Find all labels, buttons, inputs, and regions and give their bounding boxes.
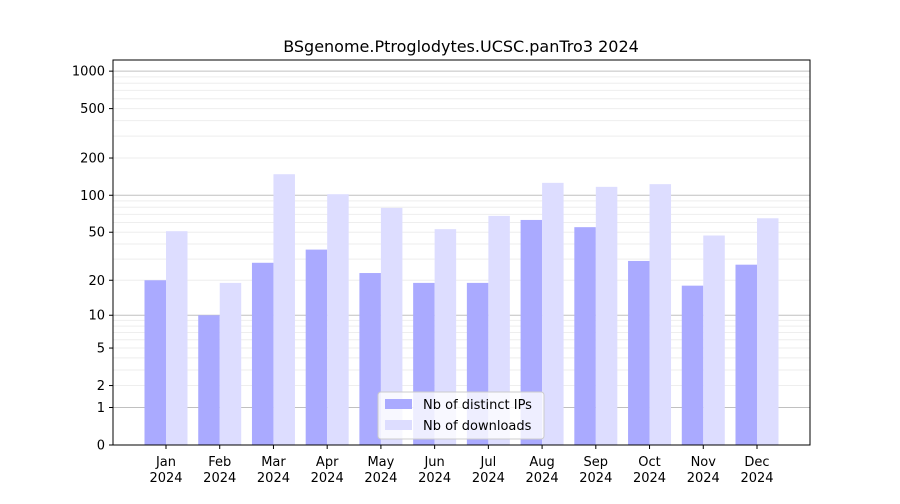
bar-downloads	[380, 207, 403, 445]
y-tick-label: 50	[88, 226, 105, 241]
x-tick-label: Mar	[261, 455, 286, 470]
y-tick-label: 1	[97, 401, 105, 416]
legend: Nb of distinct IPs Nb of downloads	[377, 391, 545, 440]
bar-distinct-ips	[359, 273, 381, 445]
x-tick-label-year: 2024	[257, 471, 290, 486]
bar-distinct-ips	[251, 262, 274, 445]
bar-downloads	[703, 235, 725, 445]
x-tick-label: Oct	[638, 455, 660, 470]
x-tick-label: Sep	[584, 455, 609, 470]
bar-distinct-ips	[520, 219, 543, 445]
bar-downloads	[488, 215, 510, 445]
y-tick-label: 10	[88, 309, 105, 324]
x-tick-label: Nov	[691, 455, 717, 470]
bar-downloads	[595, 186, 618, 445]
x-tick-label: May	[367, 455, 394, 470]
legend-box	[377, 391, 545, 440]
x-tick-label: Feb	[208, 455, 231, 470]
bar-downloads	[757, 218, 779, 445]
y-tick-label: 1000	[72, 65, 105, 80]
bar-distinct-ips	[305, 249, 328, 445]
x-tick-label-year: 2024	[633, 471, 666, 486]
bar-distinct-ips	[144, 280, 166, 445]
x-tick-label-year: 2024	[526, 471, 559, 486]
y-tick-label: 100	[80, 189, 105, 204]
bar-distinct-ips	[574, 227, 596, 445]
chart-title: BSgenome.Ptroglodytes.UCSC.panTro3 2024	[283, 37, 639, 56]
y-tick-label: 20	[88, 274, 105, 289]
x-tick-label: Dec	[744, 455, 769, 470]
bar-downloads	[649, 184, 672, 445]
x-tick-label-year: 2024	[364, 471, 397, 486]
y-tick-label: 200	[80, 152, 105, 167]
x-tick-label-year: 2024	[472, 471, 505, 486]
bar-downloads	[434, 229, 457, 445]
legend-label-downloads: Nb of downloads	[423, 419, 532, 434]
x-tick-label: Aug	[529, 455, 554, 470]
y-axis: 0 1 2 5 10 20 50 100 200 500 1000	[72, 65, 113, 454]
y-tick-label: 0	[97, 439, 105, 454]
legend-swatch-ips	[385, 399, 412, 409]
bar-downloads	[542, 182, 564, 445]
bar-downloads	[219, 282, 242, 445]
legend-label-ips: Nb of distinct IPs	[423, 398, 532, 413]
bar-downloads	[327, 194, 349, 445]
x-tick-label-year: 2024	[418, 471, 451, 486]
y-tick-label: 2	[97, 379, 105, 394]
bar-downloads	[273, 174, 295, 445]
bar-distinct-ips	[735, 264, 757, 445]
bar-distinct-ips	[628, 260, 650, 445]
y-tick-label: 500	[80, 102, 105, 117]
x-tick-label: Jul	[480, 455, 497, 470]
x-tick-label-year: 2024	[740, 471, 773, 486]
legend-swatch-downloads	[385, 420, 412, 430]
bar-distinct-ips	[198, 315, 220, 445]
bar-downloads	[166, 231, 188, 445]
plot-frame	[112, 59, 811, 446]
y-tick-label: 5	[97, 342, 105, 357]
x-tick-label: Apr	[316, 455, 339, 470]
x-tick-label-year: 2024	[149, 471, 182, 486]
x-tick-label-year: 2024	[203, 471, 236, 486]
x-tick-label: Jun	[423, 455, 444, 470]
bar-distinct-ips	[681, 285, 704, 445]
x-tick-label-year: 2024	[579, 471, 612, 486]
x-axis: Jan2024Feb2024Mar2024Apr2024May2024Jun20…	[149, 445, 774, 486]
x-tick-label-year: 2024	[687, 471, 720, 486]
x-tick-label-year: 2024	[311, 471, 344, 486]
x-tick-label: Jan	[155, 455, 176, 470]
